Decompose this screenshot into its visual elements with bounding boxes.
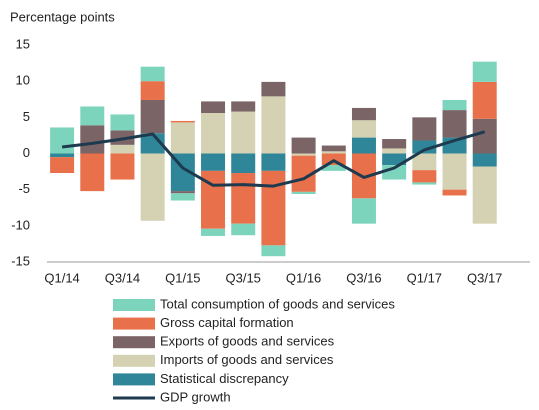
bar-segment [201, 228, 226, 236]
bar-segment [231, 173, 256, 224]
y-tick-label: -15 [11, 253, 30, 268]
bar-segment [140, 81, 165, 100]
x-tick-label: Q1/15 [165, 270, 200, 285]
bar-segment [472, 153, 497, 167]
bar-segment [170, 122, 195, 154]
bar-segment [170, 191, 195, 194]
bar-segment [291, 137, 316, 154]
bar-segment [412, 170, 437, 183]
legend-label: GDP growth [160, 389, 231, 404]
legend-label: Exports of goods and services [160, 334, 335, 349]
bar-segment [231, 111, 256, 154]
bar-segment [140, 66, 165, 82]
y-axis-label: Percentage points [10, 9, 115, 24]
bar-segment [472, 61, 497, 82]
bar-segment [140, 153, 165, 221]
bar-segment [231, 223, 256, 236]
bar-segment [321, 151, 346, 154]
bar-segment [291, 153, 316, 156]
bar-segment [140, 99, 165, 134]
legend-label: Imports of goods and services [160, 352, 334, 367]
bar-segment [231, 153, 256, 174]
bar-segment [382, 139, 407, 149]
bar-segment [472, 118, 497, 154]
bar-segment [261, 96, 286, 154]
bar-segment [351, 107, 376, 121]
bar-segment [80, 153, 105, 192]
bar-segment [140, 133, 165, 154]
bar-segment [110, 153, 135, 180]
bar-segment [472, 166, 497, 224]
y-tick-label: 0 [23, 145, 30, 160]
bar-segment [412, 117, 437, 141]
bar-segment [50, 153, 75, 158]
bar-segment [351, 120, 376, 138]
bar-segment [442, 153, 467, 190]
bar-segment [351, 137, 376, 154]
bar-segment [50, 157, 75, 174]
bar-segment [201, 112, 226, 154]
y-tick-label: 5 [23, 109, 30, 124]
legend-swatch [113, 299, 155, 311]
legend-label: Statistical discrepancy [160, 371, 289, 386]
bar-segment [110, 144, 135, 154]
x-tick-label: Q1/17 [407, 270, 442, 285]
x-tick-label: Q3/14 [105, 270, 140, 285]
bar-segment [351, 198, 376, 224]
legend-swatch [113, 317, 155, 330]
y-tick-label: 15 [16, 36, 30, 51]
bar-segment [231, 101, 256, 112]
gdp-line [61, 130, 486, 188]
bar-segment [442, 110, 467, 138]
bar-segment [442, 189, 467, 196]
bar-segment [201, 153, 226, 171]
bar-segment [261, 153, 286, 171]
legend-label: Gross capital formation [160, 315, 294, 330]
bar-segment [412, 182, 437, 185]
y-tick-label: -5 [18, 181, 30, 196]
bar-segment [321, 165, 346, 171]
bar-segment [382, 153, 407, 166]
legend-label: Total consumption of goods and services [160, 296, 395, 311]
y-tick-label: 10 [16, 73, 30, 88]
x-tick-label: Q3/16 [346, 270, 381, 285]
bar-segment [412, 140, 437, 154]
bar-segment [412, 153, 437, 171]
bar-segment [472, 81, 497, 119]
x-tick-label: Q3/15 [226, 270, 261, 285]
bar-segment [261, 170, 286, 246]
legend-swatch [113, 373, 155, 386]
legend-swatch [113, 354, 155, 367]
bar-segment [170, 120, 195, 123]
bar-segment [201, 101, 226, 113]
bar-segment [321, 145, 346, 152]
x-tick-label: Q1/16 [286, 270, 321, 285]
bar-segment [80, 125, 105, 154]
bar-segment [261, 81, 286, 97]
legend-swatch [113, 336, 155, 349]
bar-segment [170, 193, 195, 201]
bar-segment [442, 99, 467, 111]
x-tick-label: Q1/14 [44, 270, 79, 285]
bar-segment [261, 245, 286, 257]
bar-segment [110, 114, 135, 131]
x-tick-label: Q3/17 [467, 270, 502, 285]
bar-segment [80, 106, 105, 126]
bar-segment [50, 127, 75, 154]
bar-segment [291, 191, 316, 195]
bar-segment [382, 148, 407, 154]
y-tick-label: -10 [11, 217, 30, 232]
